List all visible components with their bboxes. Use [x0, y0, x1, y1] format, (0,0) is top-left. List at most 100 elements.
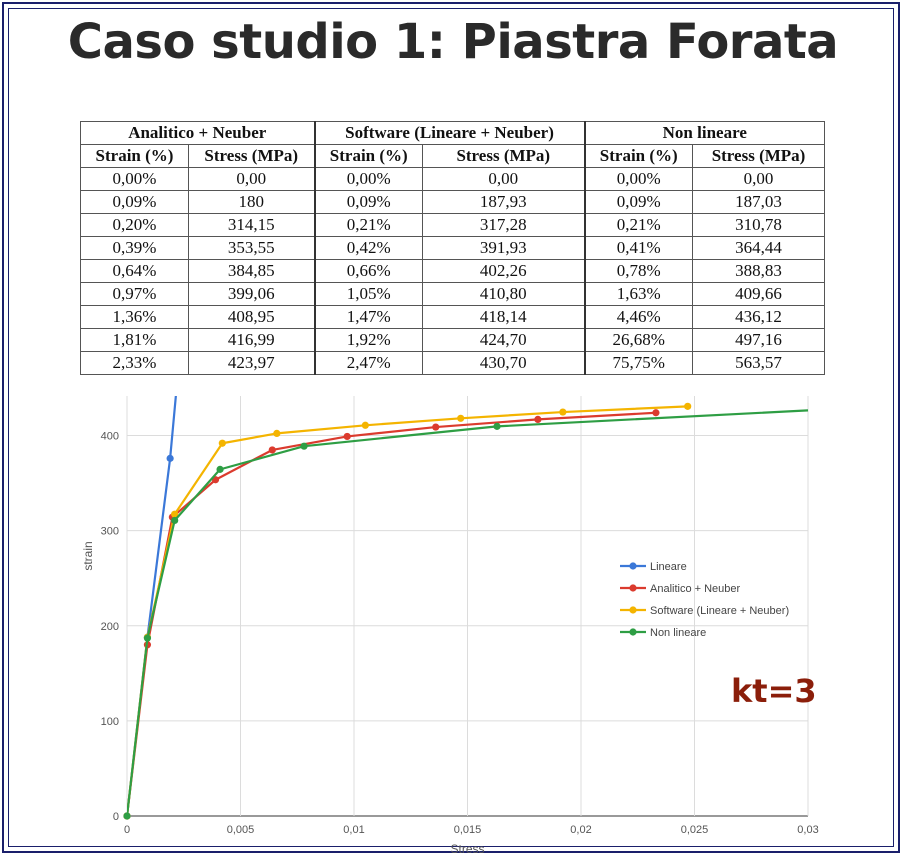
table-cell: 424,70: [421, 328, 586, 352]
table-subheader-row: Strain (%) Stress (MPa) Strain (%) Stres…: [80, 144, 826, 168]
table-cell: 388,83: [692, 259, 826, 283]
table-cell: 0,00%: [583, 167, 694, 191]
table-cell: 391,93: [421, 236, 586, 260]
column-header: Stress (MPa): [421, 144, 586, 168]
legend-label: Software (Lineare + Neuber): [650, 605, 789, 617]
table-cell: 410,80: [421, 282, 586, 306]
table-cell: 0,78%: [583, 259, 694, 283]
data-point: [273, 429, 281, 438]
table-cell: 364,44: [692, 236, 826, 260]
y-tick-label: 200: [101, 621, 119, 633]
page-frame-inner: [8, 8, 894, 847]
data-point: [123, 812, 131, 820]
data-point: [218, 439, 226, 447]
table-cell: 0,00: [188, 167, 315, 191]
data-point: [216, 465, 224, 473]
table-group-header-row: Analitico + Neuber Software (Lineare + N…: [80, 121, 826, 145]
table-cell: 0,42%: [313, 236, 423, 260]
legend-swatch-marker: [629, 628, 637, 636]
series-line: [127, 411, 656, 817]
data-point: [343, 432, 351, 441]
y-axis-label: strain: [81, 541, 95, 570]
table-row: 1,81% 416,99 1,92% 424,70 26,68% 497,16: [80, 328, 826, 352]
data-point: [684, 402, 692, 410]
group-header-analitico: Analitico + Neuber: [80, 121, 315, 145]
table-cell: 187,93: [421, 190, 586, 214]
column-header: Strain (%): [313, 144, 423, 168]
table-cell: 187,03: [692, 190, 826, 214]
table-cell: 314,15: [188, 213, 315, 237]
table-cell: 563,57: [692, 351, 826, 375]
data-point: [268, 446, 276, 454]
table-cell: 1,92%: [313, 328, 423, 352]
x-tick-label: 0,005: [227, 824, 255, 836]
y-tick-label: 0: [113, 811, 119, 823]
table-cell: 0,41%: [583, 236, 694, 260]
column-header: Stress (MPa): [692, 144, 826, 168]
page-title: Caso studio 1: Piastra Forata: [67, 14, 839, 70]
table-cell: 1,47%: [313, 305, 423, 329]
x-tick-label: 0,02: [570, 824, 591, 836]
table-cell: 4,46%: [583, 305, 694, 329]
y-tick-label: 300: [101, 526, 119, 538]
table-row: 0,39% 353,55 0,42% 391,93 0,41% 364,44: [80, 236, 826, 260]
table-cell: 1,81%: [80, 328, 189, 352]
table-cell: 317,28: [421, 213, 586, 237]
table-row: 1,36% 408,95 1,47% 418,14 4,46% 436,12: [80, 305, 826, 329]
table-cell: 0,21%: [313, 213, 423, 237]
table-cell: 418,14: [421, 305, 586, 329]
x-tick-label: 0,03: [797, 824, 818, 836]
legend-swatch-marker: [629, 584, 637, 592]
legend-swatch-marker: [629, 606, 637, 614]
table-cell: 402,26: [421, 259, 586, 283]
table-cell: 497,16: [692, 328, 826, 352]
legend-label: Analitico + Neuber: [650, 583, 741, 595]
table-cell: 409,66: [692, 282, 826, 306]
table-cell: 0,09%: [80, 190, 189, 214]
group-header-non-lineare: Non lineare: [583, 121, 826, 145]
legend-label: Non lineare: [650, 627, 706, 639]
x-axis-label: Stress: [450, 842, 484, 856]
data-point: [171, 510, 179, 518]
table-row: 0,09% 180 0,09% 187,93 0,09% 187,03: [80, 190, 826, 214]
x-tick-label: 0,01: [343, 824, 364, 836]
table-cell: 0,66%: [313, 259, 423, 283]
table-cell: 0,97%: [80, 282, 189, 306]
data-point: [166, 454, 174, 462]
table-cell: 436,12: [692, 305, 826, 329]
table-cell: 0,00%: [313, 167, 423, 191]
table-cell: 0,64%: [80, 259, 189, 283]
data-point: [143, 634, 152, 642]
kt-annotation: kt=3: [731, 672, 817, 710]
table-cell: 0,20%: [80, 213, 189, 237]
table-cell: 416,99: [188, 328, 315, 352]
data-point: [432, 423, 440, 431]
table-cell: 0,00: [421, 167, 586, 191]
table-cell: 26,68%: [583, 328, 694, 352]
data-point: [493, 422, 501, 430]
table-cell: 2,47%: [313, 351, 423, 375]
table-cell: 0,00%: [80, 167, 189, 191]
table-cell: 1,05%: [313, 282, 423, 306]
results-table: Analitico + Neuber Software (Lineare + N…: [80, 121, 826, 375]
legend-label: Lineare: [650, 561, 687, 573]
table-body: 0,00% 0,00 0,00% 0,00 0,00% 0,00 0,09% 180 0,09%…: [80, 167, 826, 375]
x-tick-label: 0: [124, 824, 130, 836]
table-cell: 384,85: [188, 259, 315, 283]
y-tick-label: 100: [101, 716, 119, 728]
table-cell: 0,09%: [313, 190, 423, 214]
table-cell: 408,95: [188, 305, 315, 329]
table-cell: 2,33%: [80, 351, 189, 375]
group-header-software: Software (Lineare + Neuber): [313, 121, 586, 145]
table-cell: 0,00: [692, 167, 826, 191]
table-row: 0,20% 314,15 0,21% 317,28 0,21% 310,78: [80, 213, 826, 237]
stress-strain-chart: 0 100 200 300 400 0 0,005 0,01 0,015 0,02 0,025 0,0…: [81, 396, 819, 856]
table-row: 0,64% 384,85 0,66% 402,26 0,78% 388,83: [80, 259, 826, 283]
table-cell: 423,97: [188, 351, 315, 375]
column-header: Stress (MPa): [188, 144, 315, 168]
series-line: [127, 405, 688, 817]
table-cell: 0,39%: [80, 236, 189, 260]
table-cell: 1,36%: [80, 305, 189, 329]
x-tick-label: 0,025: [681, 824, 709, 836]
data-point: [300, 442, 308, 450]
